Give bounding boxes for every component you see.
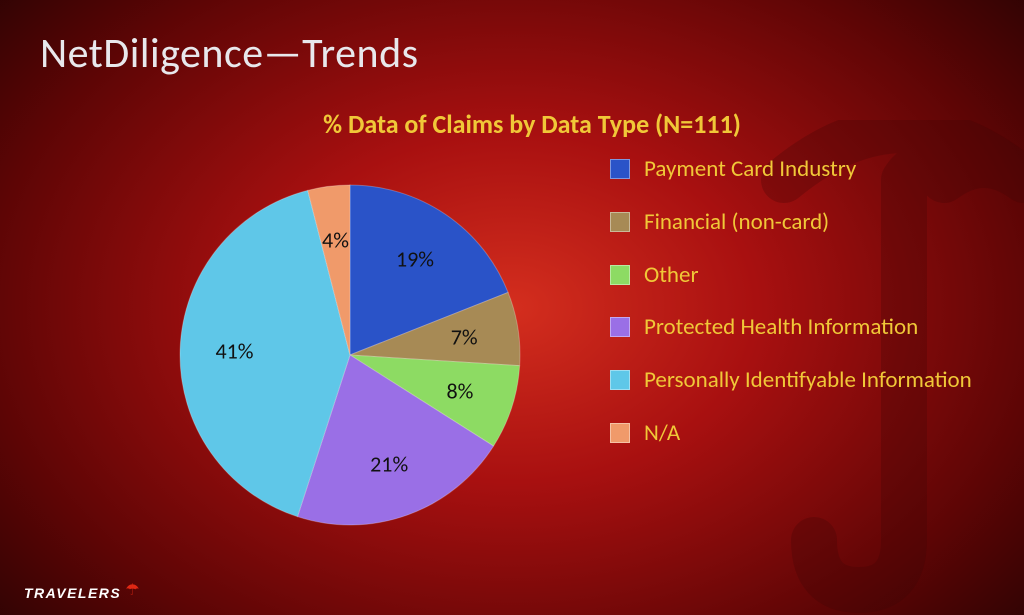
chart-title: % Data of Claims by Data Type (N=111) xyxy=(0,108,1024,140)
umbrella-icon: ☂ xyxy=(125,583,139,599)
legend-swatch-phi xyxy=(610,317,630,337)
brand-text: TRAVELERS xyxy=(24,585,121,601)
legend-swatch-na xyxy=(610,423,630,443)
legend-item-pci: Payment Card Industry xyxy=(610,155,1010,184)
legend-label-fin: Financial (non-card) xyxy=(644,208,829,237)
legend-swatch-other xyxy=(610,265,630,285)
pie-label-na: 4% xyxy=(322,227,349,254)
legend-item-other: Other xyxy=(610,261,1010,290)
pie-label-pii: 41% xyxy=(215,338,253,365)
slide-title: NetDiligence—Trends xyxy=(40,28,419,79)
pie-chart: 19% 7% 8% 21% 41% 4% xyxy=(170,175,530,535)
pie-label-pci: 19% xyxy=(396,246,434,273)
legend: Payment Card Industry Financial (non-card… xyxy=(610,155,1010,472)
pie-label-phi: 21% xyxy=(370,450,408,477)
legend-swatch-pii xyxy=(610,370,630,390)
legend-swatch-pci xyxy=(610,159,630,179)
legend-item-phi: Protected Health Information xyxy=(610,313,1010,342)
legend-label-phi: Protected Health Information xyxy=(644,313,918,342)
legend-label-pii: Personally Identifyable Information xyxy=(644,366,972,395)
brand-footer: TRAVELERS ☂ xyxy=(24,585,140,601)
legend-label-na: N/A xyxy=(644,419,680,448)
legend-label-pci: Payment Card Industry xyxy=(644,155,856,184)
legend-item-pii: Personally Identifyable Information xyxy=(610,366,1010,395)
legend-label-other: Other xyxy=(644,261,698,290)
pie-label-other: 8% xyxy=(446,377,473,404)
legend-swatch-fin xyxy=(610,212,630,232)
pie-label-fin: 7% xyxy=(451,323,478,350)
legend-item-fin: Financial (non-card) xyxy=(610,208,1010,237)
legend-item-na: N/A xyxy=(610,419,1010,448)
